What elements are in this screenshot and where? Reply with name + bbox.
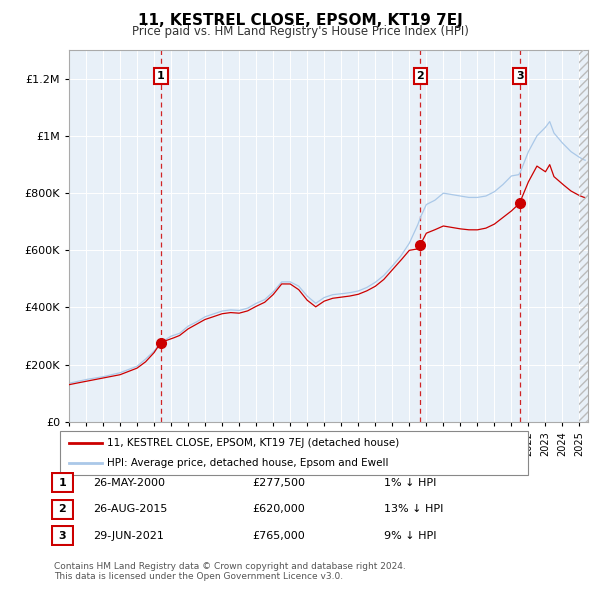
Bar: [580, 50, 588, 422]
Text: 1: 1: [59, 478, 66, 487]
Text: 26-AUG-2015: 26-AUG-2015: [93, 504, 167, 514]
Text: This data is licensed under the Open Government Licence v3.0.: This data is licensed under the Open Gov…: [54, 572, 343, 581]
FancyBboxPatch shape: [52, 526, 73, 545]
Text: £277,500: £277,500: [252, 478, 305, 487]
Text: Price paid vs. HM Land Registry's House Price Index (HPI): Price paid vs. HM Land Registry's House …: [131, 25, 469, 38]
Text: 11, KESTREL CLOSE, EPSOM, KT19 7EJ (detached house): 11, KESTREL CLOSE, EPSOM, KT19 7EJ (deta…: [107, 438, 399, 448]
Text: 1% ↓ HPI: 1% ↓ HPI: [384, 478, 436, 487]
Text: 3: 3: [516, 71, 524, 81]
Text: 13% ↓ HPI: 13% ↓ HPI: [384, 504, 443, 514]
Text: 11, KESTREL CLOSE, EPSOM, KT19 7EJ: 11, KESTREL CLOSE, EPSOM, KT19 7EJ: [137, 13, 463, 28]
Text: £620,000: £620,000: [252, 504, 305, 514]
Text: 26-MAY-2000: 26-MAY-2000: [93, 478, 165, 487]
Text: 29-JUN-2021: 29-JUN-2021: [93, 531, 164, 540]
Text: HPI: Average price, detached house, Epsom and Ewell: HPI: Average price, detached house, Epso…: [107, 458, 388, 467]
FancyBboxPatch shape: [52, 500, 73, 519]
Text: 1: 1: [157, 71, 165, 81]
Text: Contains HM Land Registry data © Crown copyright and database right 2024.: Contains HM Land Registry data © Crown c…: [54, 562, 406, 571]
FancyBboxPatch shape: [60, 431, 528, 475]
Text: 3: 3: [59, 531, 66, 540]
Text: 2: 2: [416, 71, 424, 81]
Text: 2: 2: [59, 504, 66, 514]
FancyBboxPatch shape: [52, 473, 73, 492]
Text: 9% ↓ HPI: 9% ↓ HPI: [384, 531, 437, 540]
Text: £765,000: £765,000: [252, 531, 305, 540]
